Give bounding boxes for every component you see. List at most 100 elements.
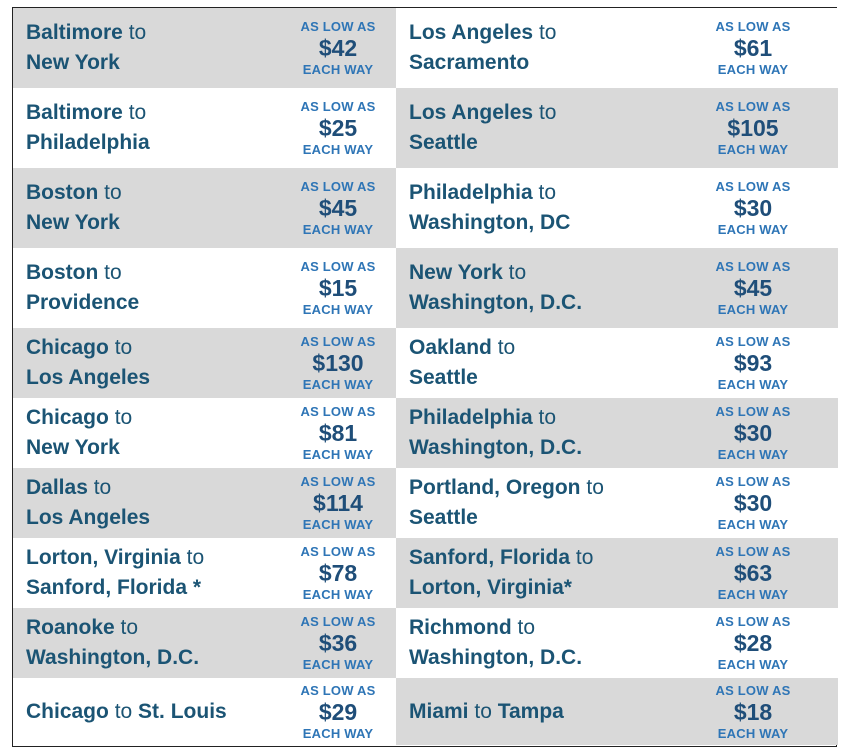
route: Oakland to Seattle <box>396 328 698 398</box>
price-amount: $78 <box>318 560 358 586</box>
as-low-as-label: AS LOW AS <box>715 334 791 349</box>
route: Chicago to New York <box>13 398 290 468</box>
as-low-as-label: AS LOW AS <box>300 179 376 194</box>
fare-row-left-1: Baltimore to New York AS LOW AS $42 EACH… <box>13 8 396 88</box>
each-way-label: EACH WAY <box>302 447 374 462</box>
origin-city: Baltimore <box>26 21 123 44</box>
route-line-2: Los Angeles <box>26 503 290 533</box>
route-line-1: Los Angeles to <box>409 98 698 128</box>
route-line-1: Chicago to <box>26 403 290 433</box>
each-way-label: EACH WAY <box>302 657 374 672</box>
destination-city: Sacramento <box>409 51 530 74</box>
each-way-label: EACH WAY <box>717 587 789 602</box>
route: New York to Washington, D.C. <box>396 248 698 328</box>
fare-row-left-5: Chicago to Los Angeles AS LOW AS $130 EA… <box>13 328 396 398</box>
price-amount: $130 <box>312 350 364 376</box>
origin-city: Richmond <box>409 616 512 639</box>
to-word: to <box>538 21 557 44</box>
price-amount: $30 <box>733 420 773 446</box>
route-line-1: Chicago to St. Louis <box>26 697 290 727</box>
route: Portland, Oregon to Seattle <box>396 468 698 538</box>
route: Philadelphia to Washington, DC <box>396 168 698 248</box>
route: Los Angeles to Seattle <box>396 88 698 168</box>
route-line-1: Oakland to <box>409 333 698 363</box>
price-block: AS LOW AS $93 EACH WAY <box>698 328 808 398</box>
origin-city: Sanford, Florida <box>409 546 571 569</box>
price-block: AS LOW AS $36 EACH WAY <box>290 608 386 678</box>
as-low-as-label: AS LOW AS <box>300 544 376 559</box>
route-line-1: Miami to Tampa <box>409 697 698 727</box>
destination-city: Seattle <box>409 131 478 154</box>
origin-city: Chicago <box>26 699 109 723</box>
price-amount: $28 <box>733 630 773 656</box>
price-block: AS LOW AS $63 EACH WAY <box>698 538 808 608</box>
destination-city: Tampa <box>497 699 564 723</box>
as-low-as-label: AS LOW AS <box>715 474 791 489</box>
origin-city: Los Angeles <box>409 21 534 44</box>
to-word: to <box>538 406 557 429</box>
to-word: to <box>114 336 133 359</box>
price-block: AS LOW AS $15 EACH WAY <box>290 248 386 328</box>
price-amount: $15 <box>318 275 358 301</box>
route-line-2: Washington, D.C. <box>409 643 698 673</box>
price-block: AS LOW AS $130 EACH WAY <box>290 328 386 398</box>
price-amount: $18 <box>733 698 773 725</box>
price-block: AS LOW AS $105 EACH WAY <box>698 88 808 168</box>
each-way-label: EACH WAY <box>302 587 374 602</box>
to-word: to <box>128 101 147 124</box>
route: Lorton, Virginia to Sanford, Florida * <box>13 538 290 608</box>
destination-city: Los Angeles <box>26 366 151 389</box>
destination-city: New York <box>26 51 120 74</box>
destination-city: Washington, DC <box>409 211 571 234</box>
price-amount: $105 <box>727 115 779 141</box>
to-word: to <box>114 699 133 723</box>
as-low-as-label: AS LOW AS <box>715 179 791 194</box>
price-amount: $63 <box>733 560 773 586</box>
origin-city: Oakland <box>409 336 492 359</box>
destination-city: Seattle <box>409 366 478 389</box>
as-low-as-label: AS LOW AS <box>715 614 791 629</box>
route-line-2: Seattle <box>409 363 698 393</box>
fare-row-right-7: Portland, Oregon to Seattle AS LOW AS $3… <box>396 468 838 538</box>
as-low-as-label: AS LOW AS <box>300 614 376 629</box>
price-amount: $61 <box>733 35 773 61</box>
to-word: to <box>508 261 527 284</box>
price-block: AS LOW AS $29 EACH WAY <box>290 678 386 745</box>
as-low-as-label: AS LOW AS <box>300 682 376 698</box>
price-block: AS LOW AS $61 EACH WAY <box>698 8 808 88</box>
origin-city: Boston <box>26 261 99 284</box>
price-block: AS LOW AS $45 EACH WAY <box>290 168 386 248</box>
route-line-2: Washington, D.C. <box>409 433 698 463</box>
each-way-label: EACH WAY <box>302 302 374 317</box>
route-line-2: Philadelphia <box>26 128 290 158</box>
route: Philadelphia to Washington, D.C. <box>396 398 698 468</box>
price-block: AS LOW AS $25 EACH WAY <box>290 88 386 168</box>
route-line-2: Lorton, Virginia* <box>409 573 698 603</box>
as-low-as-label: AS LOW AS <box>715 544 791 559</box>
route-line-2: Los Angeles <box>26 363 290 393</box>
price-block: AS LOW AS $28 EACH WAY <box>698 608 808 678</box>
fare-row-right-5: Oakland to Seattle AS LOW AS $93 EACH WA… <box>396 328 838 398</box>
price-amount: $30 <box>733 490 773 516</box>
price-amount: $30 <box>733 195 773 221</box>
destination-city: Sanford, Florida * <box>26 576 202 599</box>
route: Baltimore to New York <box>13 8 290 88</box>
price-amount: $114 <box>313 490 363 516</box>
price-block: AS LOW AS $81 EACH WAY <box>290 398 386 468</box>
fare-table: Baltimore to New York AS LOW AS $42 EACH… <box>12 7 838 747</box>
each-way-label: EACH WAY <box>302 222 374 237</box>
destination-city: Seattle <box>409 506 478 529</box>
fare-row-left-6: Chicago to New York AS LOW AS $81 EACH W… <box>13 398 396 468</box>
route-line-1: Baltimore to <box>26 18 290 48</box>
each-way-label: EACH WAY <box>717 517 789 532</box>
to-word: to <box>104 181 122 204</box>
each-way-label: EACH WAY <box>717 447 789 462</box>
right-column: Los Angeles to Sacramento AS LOW AS $61 … <box>396 8 838 746</box>
as-low-as-label: AS LOW AS <box>300 404 376 419</box>
route-line-1: Chicago to <box>26 333 290 363</box>
route-line-1: Roanoke to <box>26 613 290 643</box>
to-word: to <box>120 616 139 639</box>
price-block: AS LOW AS $30 EACH WAY <box>698 168 808 248</box>
as-low-as-label: AS LOW AS <box>715 19 791 34</box>
origin-city: Lorton, Virginia <box>26 546 181 569</box>
